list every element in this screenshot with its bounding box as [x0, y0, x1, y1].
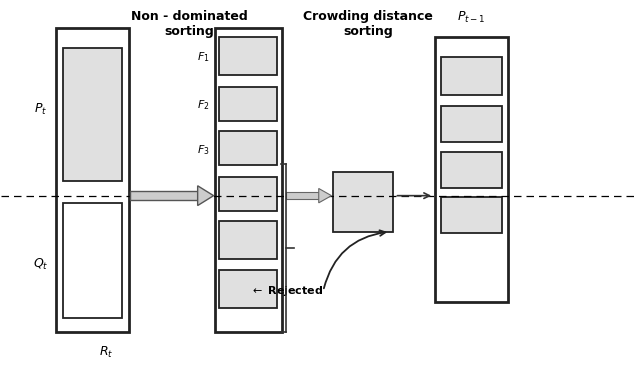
Text: Crowding distance
sorting: Crowding distance sorting [303, 10, 433, 38]
Bar [215, 28, 282, 333]
Bar [220, 87, 276, 121]
Text: $\leftarrow$ Rejected: $\leftarrow$ Rejected [250, 284, 323, 298]
Bar [441, 106, 502, 142]
Text: $Q_t$: $Q_t$ [33, 257, 49, 272]
Bar [63, 48, 122, 181]
Text: $F_1$: $F_1$ [197, 50, 210, 64]
Text: Non - dominated
sorting: Non - dominated sorting [131, 10, 248, 38]
Bar [220, 177, 276, 211]
Polygon shape [198, 186, 214, 205]
Bar [220, 131, 276, 165]
Polygon shape [319, 188, 332, 203]
Text: $P_t$: $P_t$ [35, 102, 47, 117]
Bar [63, 203, 122, 318]
Bar [286, 192, 319, 199]
Bar [220, 270, 276, 308]
Bar [220, 37, 276, 75]
Text: $F_3$: $F_3$ [197, 143, 210, 157]
Bar [441, 57, 502, 95]
Bar [435, 37, 508, 302]
Text: $F_2$: $F_2$ [197, 98, 210, 112]
Bar [56, 28, 129, 333]
Text: $P_{t-1}$: $P_{t-1}$ [458, 10, 486, 26]
Bar [441, 197, 502, 234]
Text: $R_t$: $R_t$ [99, 345, 114, 360]
Bar [333, 172, 394, 232]
Bar [130, 191, 198, 200]
Bar [441, 153, 502, 188]
Bar [220, 221, 276, 259]
